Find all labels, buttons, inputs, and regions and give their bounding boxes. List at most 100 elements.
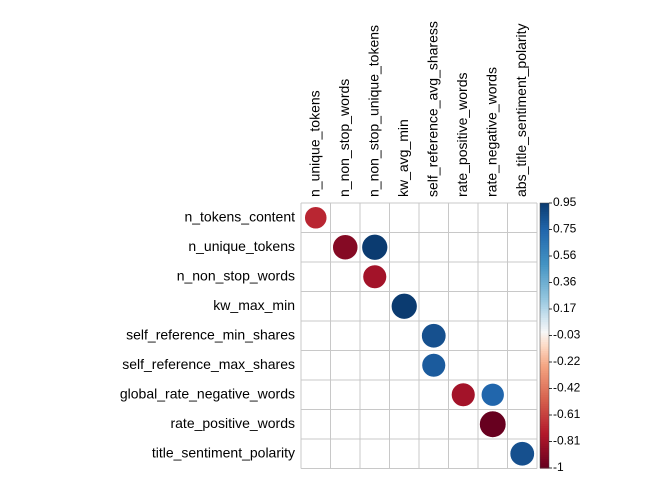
- colorbar-segment: [540, 403, 549, 407]
- colorbar-segment: [540, 339, 549, 343]
- colorbar-segment: [540, 415, 549, 418]
- colorbar-tick-label: -0.03: [553, 328, 581, 342]
- colorbar-segment: [540, 256, 549, 259]
- correlation-circle: [480, 382, 505, 407]
- column-label: n_non_stop_words: [336, 79, 352, 197]
- colorbar-segment: [540, 335, 549, 339]
- colorbar-segment: [540, 366, 549, 370]
- colorbar-segment: [540, 397, 549, 401]
- correlation-grid: [300, 202, 538, 469]
- correlation-circle: [509, 441, 535, 467]
- colorbar-segment: [540, 242, 549, 246]
- colorbar-segment: [540, 291, 549, 295]
- colorbar-segment: [540, 368, 549, 372]
- column-label: abs_title_sentiment_polarity: [513, 23, 529, 197]
- colorbar-segment: [540, 465, 549, 469]
- colorbar-segment: [540, 408, 549, 412]
- colorbar-segment: [540, 384, 549, 387]
- colorbar-segment: [540, 269, 549, 273]
- colorbar-segment: [540, 253, 549, 257]
- colorbar-segment: [540, 275, 549, 279]
- colorbar-segment: [540, 452, 549, 456]
- row-label: n_non_stop_words: [177, 267, 295, 283]
- colorbar-segment: [540, 401, 549, 405]
- colorbar-segment: [540, 249, 549, 253]
- colorbar-segment: [540, 331, 549, 334]
- colorbar-segment: [540, 227, 549, 231]
- colorbar-tick-label: -0.22: [553, 354, 581, 368]
- colorbar-segment: [540, 388, 549, 392]
- colorbar-segment: [540, 247, 549, 250]
- row-label: rate_positive_words: [170, 415, 295, 431]
- correlation-circle: [304, 206, 328, 230]
- colorbar-tick-label: 0.75: [553, 222, 577, 236]
- colorbar-segment: [540, 346, 549, 350]
- colorbar-segment: [540, 430, 549, 434]
- column-label: rate_negative_words: [483, 67, 499, 197]
- colorbar-segment: [540, 445, 549, 449]
- colorbar-segment: [540, 432, 549, 436]
- colorbar-segment: [540, 386, 549, 390]
- colorbar-segment: [540, 326, 549, 330]
- colorbar-segment: [540, 448, 549, 451]
- colorbar-tick-label: 0.95: [553, 195, 577, 209]
- colorbar-segment: [540, 450, 549, 454]
- colorbar-segment: [540, 439, 549, 443]
- colorbar-segment: [540, 399, 549, 403]
- colorbar-segment: [540, 412, 549, 416]
- colorbar-segment: [540, 300, 549, 303]
- row-label: self_reference_max_shares: [122, 356, 295, 372]
- column-labels: n_unique_tokens n_non_stop_words n_non_sto…: [306, 21, 529, 197]
- colorbar-segment: [540, 297, 549, 301]
- colorbar-segment: [540, 426, 549, 429]
- colorbar-segment: [540, 417, 549, 421]
- row-labels: n_tokens_content n_unique_tokens n_non_sto…: [120, 208, 295, 460]
- colorbar-segment: [540, 284, 549, 288]
- column-label: n_unique_tokens: [306, 90, 322, 197]
- colorbar-segment: [540, 220, 549, 224]
- colorbar-segment: [540, 406, 549, 409]
- colorbar-segment: [540, 236, 549, 239]
- colorbar-segment: [540, 264, 549, 268]
- colorbar-segment: [540, 419, 549, 423]
- colorbar-segment: [540, 390, 549, 394]
- colorbar-segment: [540, 225, 549, 228]
- colorbar-segment: [540, 231, 549, 235]
- correlation-circle: [361, 234, 388, 261]
- row-label: n_unique_tokens: [188, 238, 295, 254]
- colorbar-tick-label: -1: [553, 460, 564, 474]
- colorbar-segment: [540, 381, 549, 385]
- colorbar-tick-label: 0.56: [553, 248, 577, 262]
- colorbar-segment: [540, 456, 549, 460]
- colorbar-segment: [540, 211, 549, 215]
- colorbar-segment: [540, 238, 549, 242]
- colorbar-segment: [540, 377, 549, 381]
- column-label: n_non_stop_unique_tokens: [365, 25, 381, 197]
- correlation-circle: [421, 323, 447, 349]
- colorbar-segment: [540, 322, 549, 326]
- colorbar-segment: [540, 289, 549, 292]
- colorbar-segment: [540, 359, 549, 363]
- row-label: n_tokens_content: [184, 208, 295, 224]
- colorbar-segment: [540, 306, 549, 310]
- colorbar-segment: [540, 203, 549, 206]
- colorbar-segment: [540, 229, 549, 233]
- colorbar-segment: [540, 353, 549, 356]
- colorbar-tick-label: -0.42: [553, 381, 581, 395]
- colorbar-segment: [540, 317, 549, 321]
- colorbar-segment: [540, 273, 549, 277]
- colorbar-segment: [540, 410, 549, 414]
- colorbar-segment: [540, 260, 549, 264]
- colorbar-segment: [540, 295, 549, 299]
- row-label: kw_max_min: [213, 297, 295, 313]
- colorbar-segment: [540, 293, 549, 297]
- correlation-circles: [304, 206, 535, 467]
- colorbar-segment: [540, 441, 549, 445]
- colorbar-segment: [540, 286, 549, 290]
- colorbar-segment: [540, 278, 549, 281]
- colorbar-segment: [540, 375, 549, 379]
- colorbar-segment: [540, 379, 549, 383]
- colorbar-segment: [540, 222, 549, 226]
- colorbar-segment: [540, 342, 549, 345]
- correlation-circle: [391, 293, 418, 320]
